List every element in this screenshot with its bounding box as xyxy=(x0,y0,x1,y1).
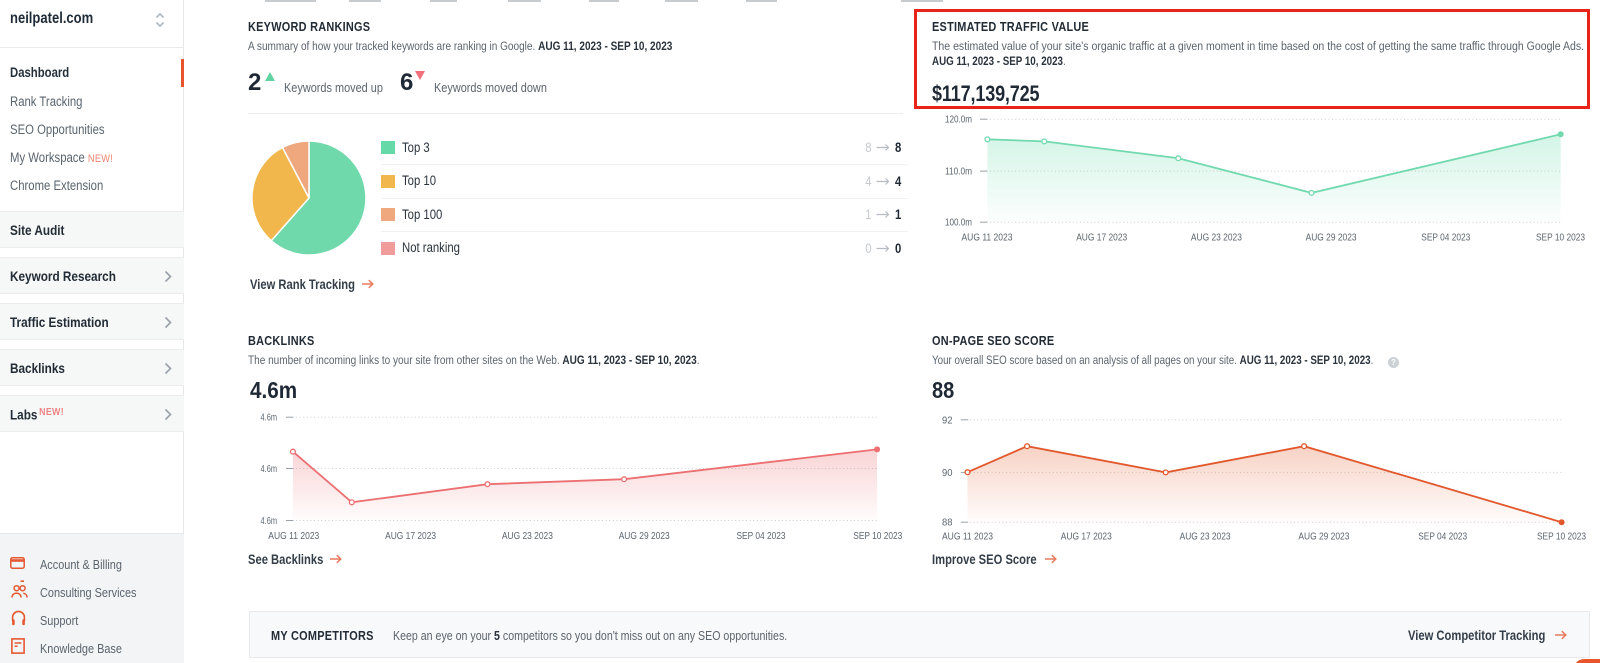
svg-text:90: 90 xyxy=(942,468,953,479)
svg-text:AUG 11 2023: AUG 11 2023 xyxy=(942,532,993,543)
svg-text:AUG 29 2023: AUG 29 2023 xyxy=(619,531,670,542)
svg-text:SEP 04 2023: SEP 04 2023 xyxy=(737,531,786,542)
svg-text:AUG 23 2023: AUG 23 2023 xyxy=(502,531,553,542)
svg-text:AUG 17 2023: AUG 17 2023 xyxy=(1061,532,1112,543)
svg-text:AUG 29 2023: AUG 29 2023 xyxy=(1298,532,1349,543)
svg-text:100.0m: 100.0m xyxy=(945,218,972,229)
svg-text:120.0m: 120.0m xyxy=(945,115,972,126)
svg-text:SEP 04 2023: SEP 04 2023 xyxy=(1421,233,1470,244)
svg-text:AUG 17 2023: AUG 17 2023 xyxy=(385,531,436,542)
svg-text:110.0m: 110.0m xyxy=(945,167,972,178)
svg-text:4.6m: 4.6m xyxy=(261,413,278,424)
svg-text:SEP 10 2023: SEP 10 2023 xyxy=(1537,532,1586,543)
svg-text:AUG 23 2023: AUG 23 2023 xyxy=(1180,532,1231,543)
svg-text:SEP 10 2023: SEP 10 2023 xyxy=(1536,233,1585,244)
svg-text:4.6m: 4.6m xyxy=(261,464,278,475)
svg-text:SEP 04 2023: SEP 04 2023 xyxy=(1418,532,1467,543)
svg-text:92: 92 xyxy=(942,415,953,426)
svg-text:AUG 17 2023: AUG 17 2023 xyxy=(1076,233,1127,244)
svg-text:4.6m: 4.6m xyxy=(261,516,278,527)
svg-text:88: 88 xyxy=(942,518,953,529)
svg-text:AUG 29 2023: AUG 29 2023 xyxy=(1306,233,1357,244)
svg-text:AUG 11 2023: AUG 11 2023 xyxy=(962,233,1013,244)
svg-text:AUG 11 2023: AUG 11 2023 xyxy=(268,531,319,542)
svg-text:AUG 23 2023: AUG 23 2023 xyxy=(1191,233,1242,244)
svg-text:SEP 10 2023: SEP 10 2023 xyxy=(853,531,902,542)
